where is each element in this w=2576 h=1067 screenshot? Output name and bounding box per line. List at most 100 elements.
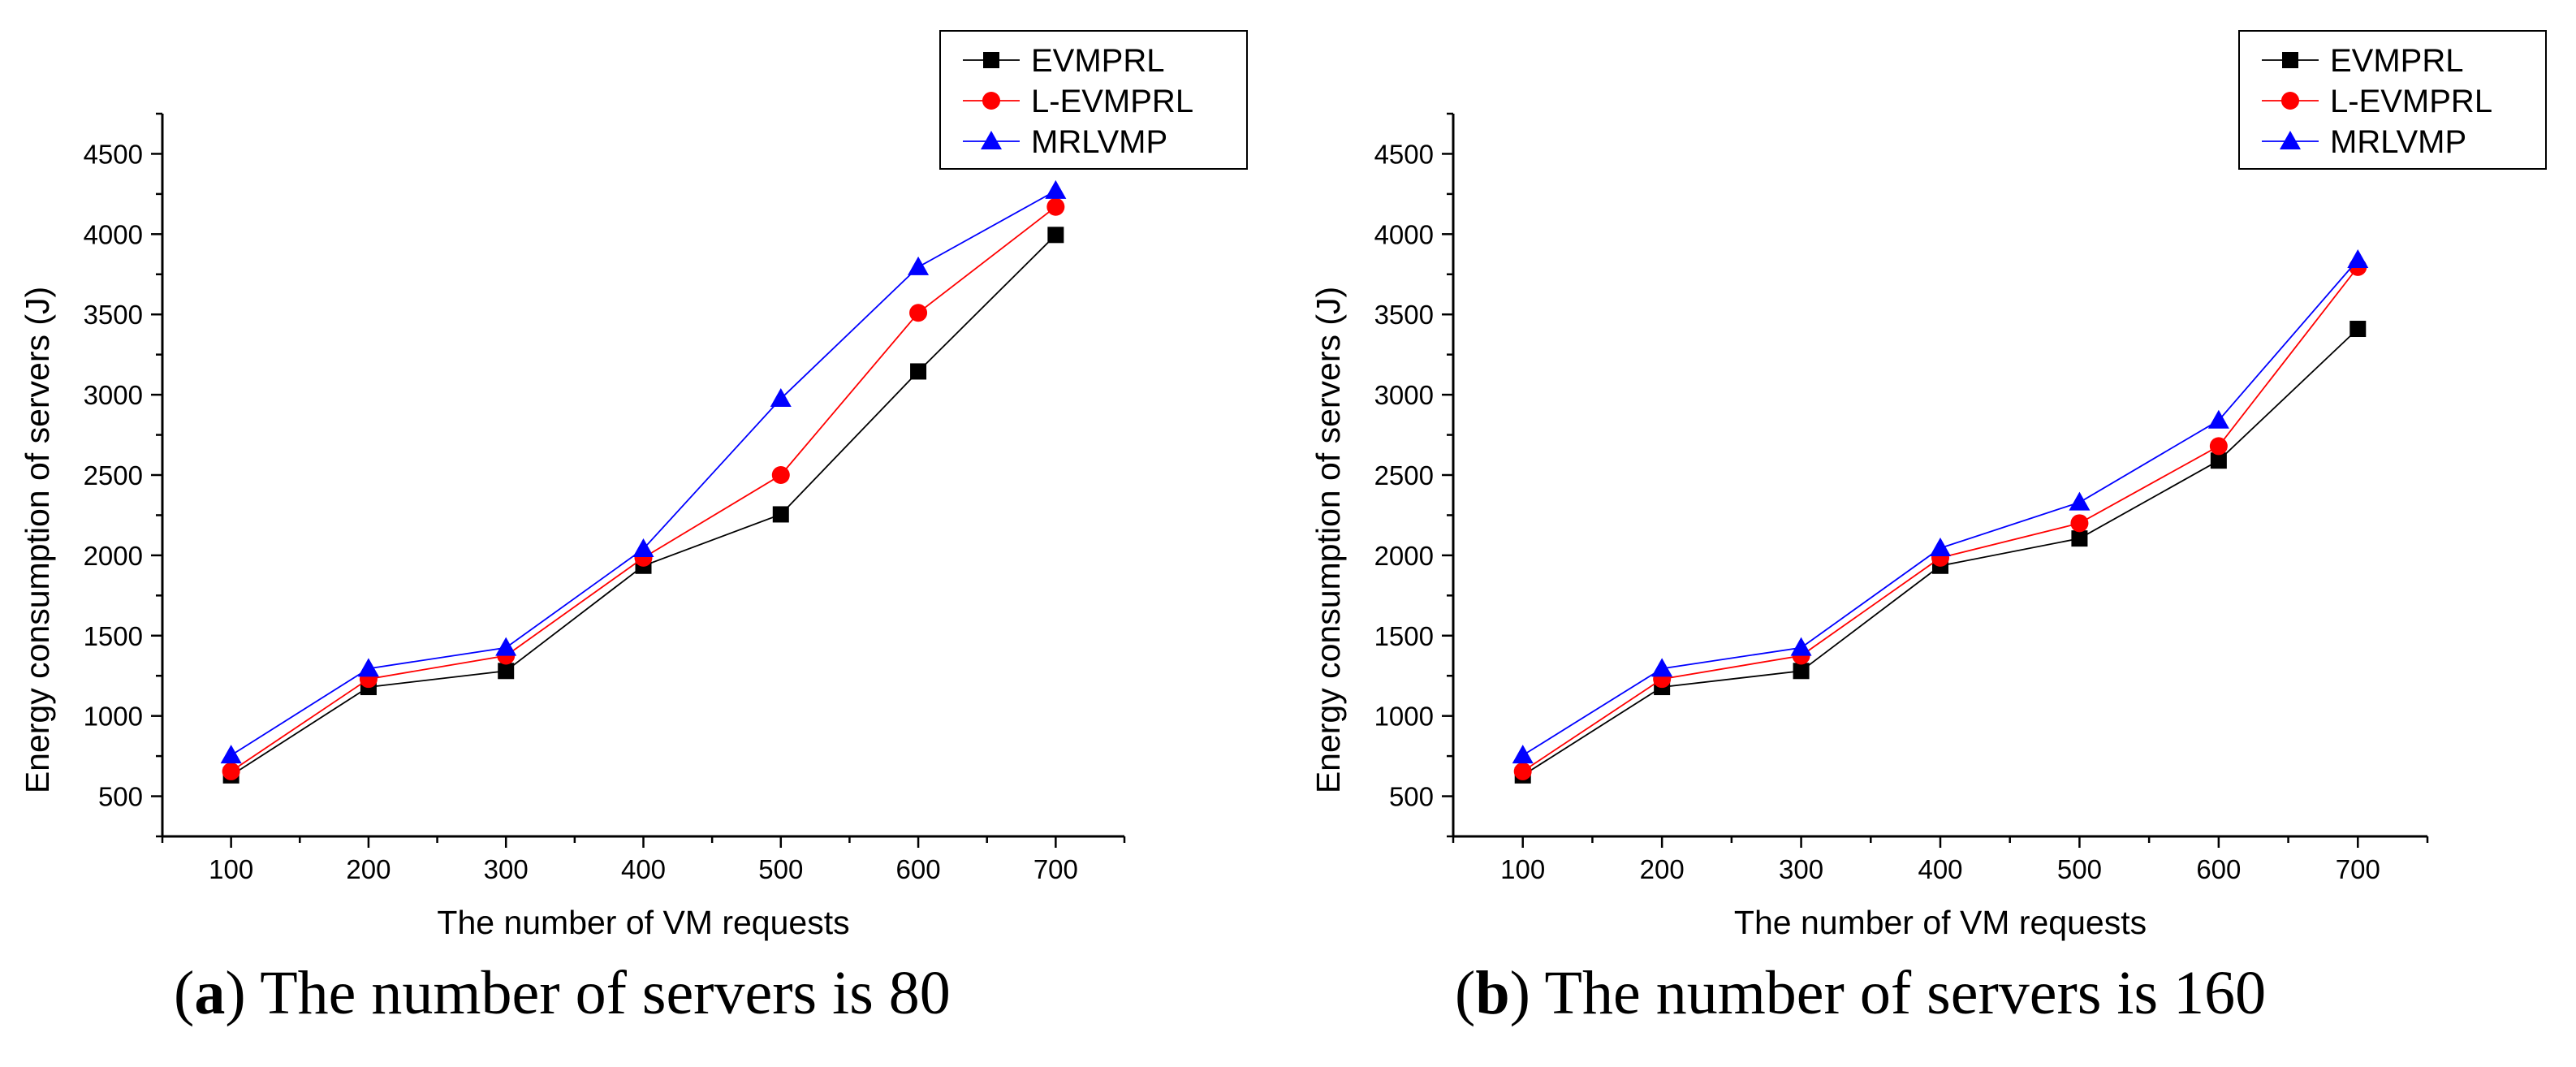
y-tick-label: 4500	[1374, 139, 1434, 169]
panel-letter: b	[1475, 959, 1509, 1027]
y-tick-label: 4000	[1374, 219, 1434, 249]
x-tick-label: 300	[484, 854, 529, 884]
data-point-L-EVMPRL	[771, 466, 790, 484]
data-point-MRLVMP	[1930, 537, 1951, 556]
x-tick-label: 200	[1640, 854, 1685, 884]
legend-label: EVMPRL	[2330, 43, 2464, 79]
y-tick-label: 4500	[84, 139, 143, 169]
series-line-EVMPRL	[231, 234, 1056, 776]
x-tick-label: 500	[758, 854, 803, 884]
y-tick-label: 1500	[1374, 621, 1434, 651]
caption-part: The number of servers is 80	[246, 959, 951, 1027]
caption-part: )	[225, 959, 245, 1027]
x-tick-label: 200	[346, 854, 390, 884]
legend-marker-L-EVMPRL	[982, 92, 1000, 110]
y-tick-label: 2500	[1374, 460, 1434, 490]
legend-marker-MRLVMP	[981, 131, 1002, 149]
caption-part: (	[174, 959, 194, 1027]
y-tick-label: 2500	[84, 460, 143, 490]
y-tick-label: 500	[1389, 782, 1434, 812]
series-L-EVMPRL	[222, 197, 1065, 780]
legend-label: L-EVMPRL	[2330, 84, 2492, 119]
series-MRLVMP	[220, 179, 1067, 764]
x-axis-title: The number of VM requests	[437, 904, 849, 941]
chart-panel-a: 500 1000 1500 2000 2500 3000 3500 4000 4500 100 20…	[19, 30, 1248, 1027]
x-tick-label: 600	[896, 854, 941, 884]
legend-label: MRLVMP	[1031, 124, 1167, 160]
data-point-EVMPRL	[2349, 321, 2367, 338]
series-line-MRLVMP	[1522, 259, 2358, 756]
series-line-MRLVMP	[231, 190, 1056, 756]
data-point-L-EVMPRL	[2070, 514, 2089, 533]
data-point-MRLVMP	[1651, 658, 1673, 677]
caption-part: (	[1455, 959, 1475, 1027]
caption-part: )	[1510, 959, 1530, 1027]
y-axis-title: Energy consumption of servers (J)	[19, 287, 56, 793]
y-tick-label: 500	[98, 782, 143, 812]
legend-marker-MRLVMP	[2280, 131, 2301, 149]
data-point-EVMPRL	[2210, 452, 2227, 469]
series-line-L-EVMPRL	[231, 205, 1056, 772]
legend-marker-L-EVMPRL	[2281, 92, 2299, 110]
y-tick-label: 3000	[84, 380, 143, 410]
data-point-EVMPRL	[772, 506, 789, 523]
x-tick-label: 300	[1779, 854, 1823, 884]
data-point-EVMPRL	[1047, 227, 1064, 244]
legend-marker-EVMPRL	[983, 52, 999, 68]
data-point-L-EVMPRL	[2209, 437, 2228, 456]
chart-panel-b: 500 1000 1500 2000 2500 3000 3500 4000 4500 100 20…	[1310, 30, 2547, 1027]
series-MRLVMP	[1512, 248, 2369, 764]
x-tick-label: 600	[2196, 854, 2241, 884]
x-tick-label: 500	[2057, 854, 2102, 884]
series-EVMPRL	[222, 227, 1064, 784]
data-point-MRLVMP	[2347, 248, 2369, 268]
data-point-L-EVMPRL	[909, 304, 928, 322]
x-tick-label: 100	[209, 854, 253, 884]
legend: EVMPRL L-EVMPRL MRLVMP	[2238, 30, 2547, 170]
data-point-EVMPRL	[1793, 663, 1810, 680]
legend-label: L-EVMPRL	[1031, 84, 1193, 119]
data-point-EVMPRL	[910, 363, 927, 380]
legend-marker-EVMPRL	[2282, 52, 2298, 68]
series-L-EVMPRL	[1513, 257, 2367, 780]
panel-letter: a	[194, 959, 225, 1027]
data-point-MRLVMP	[220, 745, 242, 764]
y-tick-label: 1500	[84, 621, 143, 651]
y-tick-label: 3000	[1374, 380, 1434, 410]
panel-caption: (b) The number of servers is 160	[1455, 959, 2266, 1027]
y-tick-label: 4000	[84, 219, 143, 249]
y-tick-label: 3500	[1374, 300, 1434, 330]
data-point-MRLVMP	[495, 637, 517, 656]
x-tick-label: 400	[1918, 854, 1962, 884]
x-tick-label: 400	[621, 854, 666, 884]
y-tick-label: 1000	[1374, 702, 1434, 732]
x-tick-label: 100	[1500, 854, 1545, 884]
data-point-MRLVMP	[2069, 491, 2091, 511]
data-point-MRLVMP	[908, 256, 930, 275]
x-tick-label: 700	[2336, 854, 2380, 884]
y-tick-label: 2000	[84, 541, 143, 571]
data-point-MRLVMP	[357, 658, 379, 677]
data-point-MRLVMP	[1045, 179, 1067, 199]
legend: EVMPRL L-EVMPRL MRLVMP	[939, 30, 1248, 170]
x-tick-label: 700	[1033, 854, 1078, 884]
data-point-MRLVMP	[2207, 409, 2229, 429]
data-point-L-EVMPRL	[1513, 762, 1532, 780]
y-axis-title: Energy consumption of servers (J)	[1310, 287, 1347, 793]
legend-label: MRLVMP	[2330, 124, 2466, 160]
data-point-MRLVMP	[632, 538, 654, 557]
data-point-L-EVMPRL	[222, 762, 240, 780]
y-tick-label: 1000	[84, 702, 143, 732]
data-point-L-EVMPRL	[1046, 197, 1065, 216]
data-point-EVMPRL	[498, 663, 515, 680]
data-point-MRLVMP	[1790, 637, 1812, 656]
data-point-EVMPRL	[2071, 530, 2088, 547]
y-tick-label: 3500	[84, 300, 143, 330]
y-tick-label: 2000	[1374, 541, 1434, 571]
panel-caption: (a) The number of servers is 80	[174, 959, 951, 1027]
x-axis-title: The number of VM requests	[1734, 904, 2147, 941]
caption-part: The number of servers is 160	[1530, 959, 2266, 1027]
data-point-MRLVMP	[1512, 745, 1534, 764]
legend-label: EVMPRL	[1031, 43, 1165, 79]
